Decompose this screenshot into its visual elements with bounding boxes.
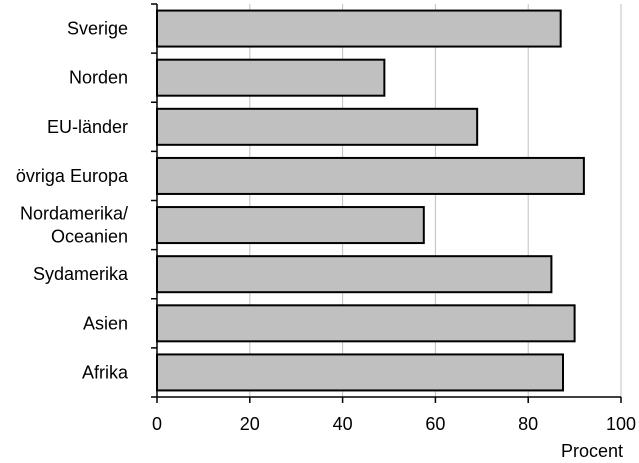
bar-5 [156, 255, 553, 294]
bar-4 [156, 206, 425, 245]
category-label-4-0: Nordamerika/ [20, 204, 128, 224]
bar-7 [156, 353, 564, 392]
x-tick-label-100: 100 [606, 414, 636, 434]
axes [151, 3, 622, 403]
category-label-6: Asien [83, 313, 128, 333]
category-label-2: EU-länder [47, 117, 128, 137]
x-tick-label-40: 40 [333, 414, 353, 434]
x-tick-labels: 0 20 40 60 80 100 [152, 414, 636, 434]
category-label-3: övriga Europa [16, 166, 129, 186]
bars [156, 9, 585, 392]
category-label-0: Sverige [67, 19, 128, 39]
x-axis-title: Procent [561, 441, 623, 461]
x-tick-label-60: 60 [425, 414, 445, 434]
bar-1 [156, 58, 386, 97]
category-label-4-1: Oceanien [51, 227, 128, 247]
x-tick-label-0: 0 [152, 414, 162, 434]
bar-3 [156, 156, 585, 195]
bar-2 [156, 107, 479, 146]
x-tick-label-20: 20 [240, 414, 260, 434]
category-label-5: Sydamerika [33, 264, 129, 284]
category-labels: Sverige Norden EU-länder övriga Europa Norda… [16, 19, 129, 383]
category-label-7: Afrika [82, 362, 129, 382]
category-label-1: Norden [69, 68, 128, 88]
bar-6 [156, 304, 576, 343]
bar-0 [156, 9, 562, 48]
x-tick-label-80: 80 [518, 414, 538, 434]
